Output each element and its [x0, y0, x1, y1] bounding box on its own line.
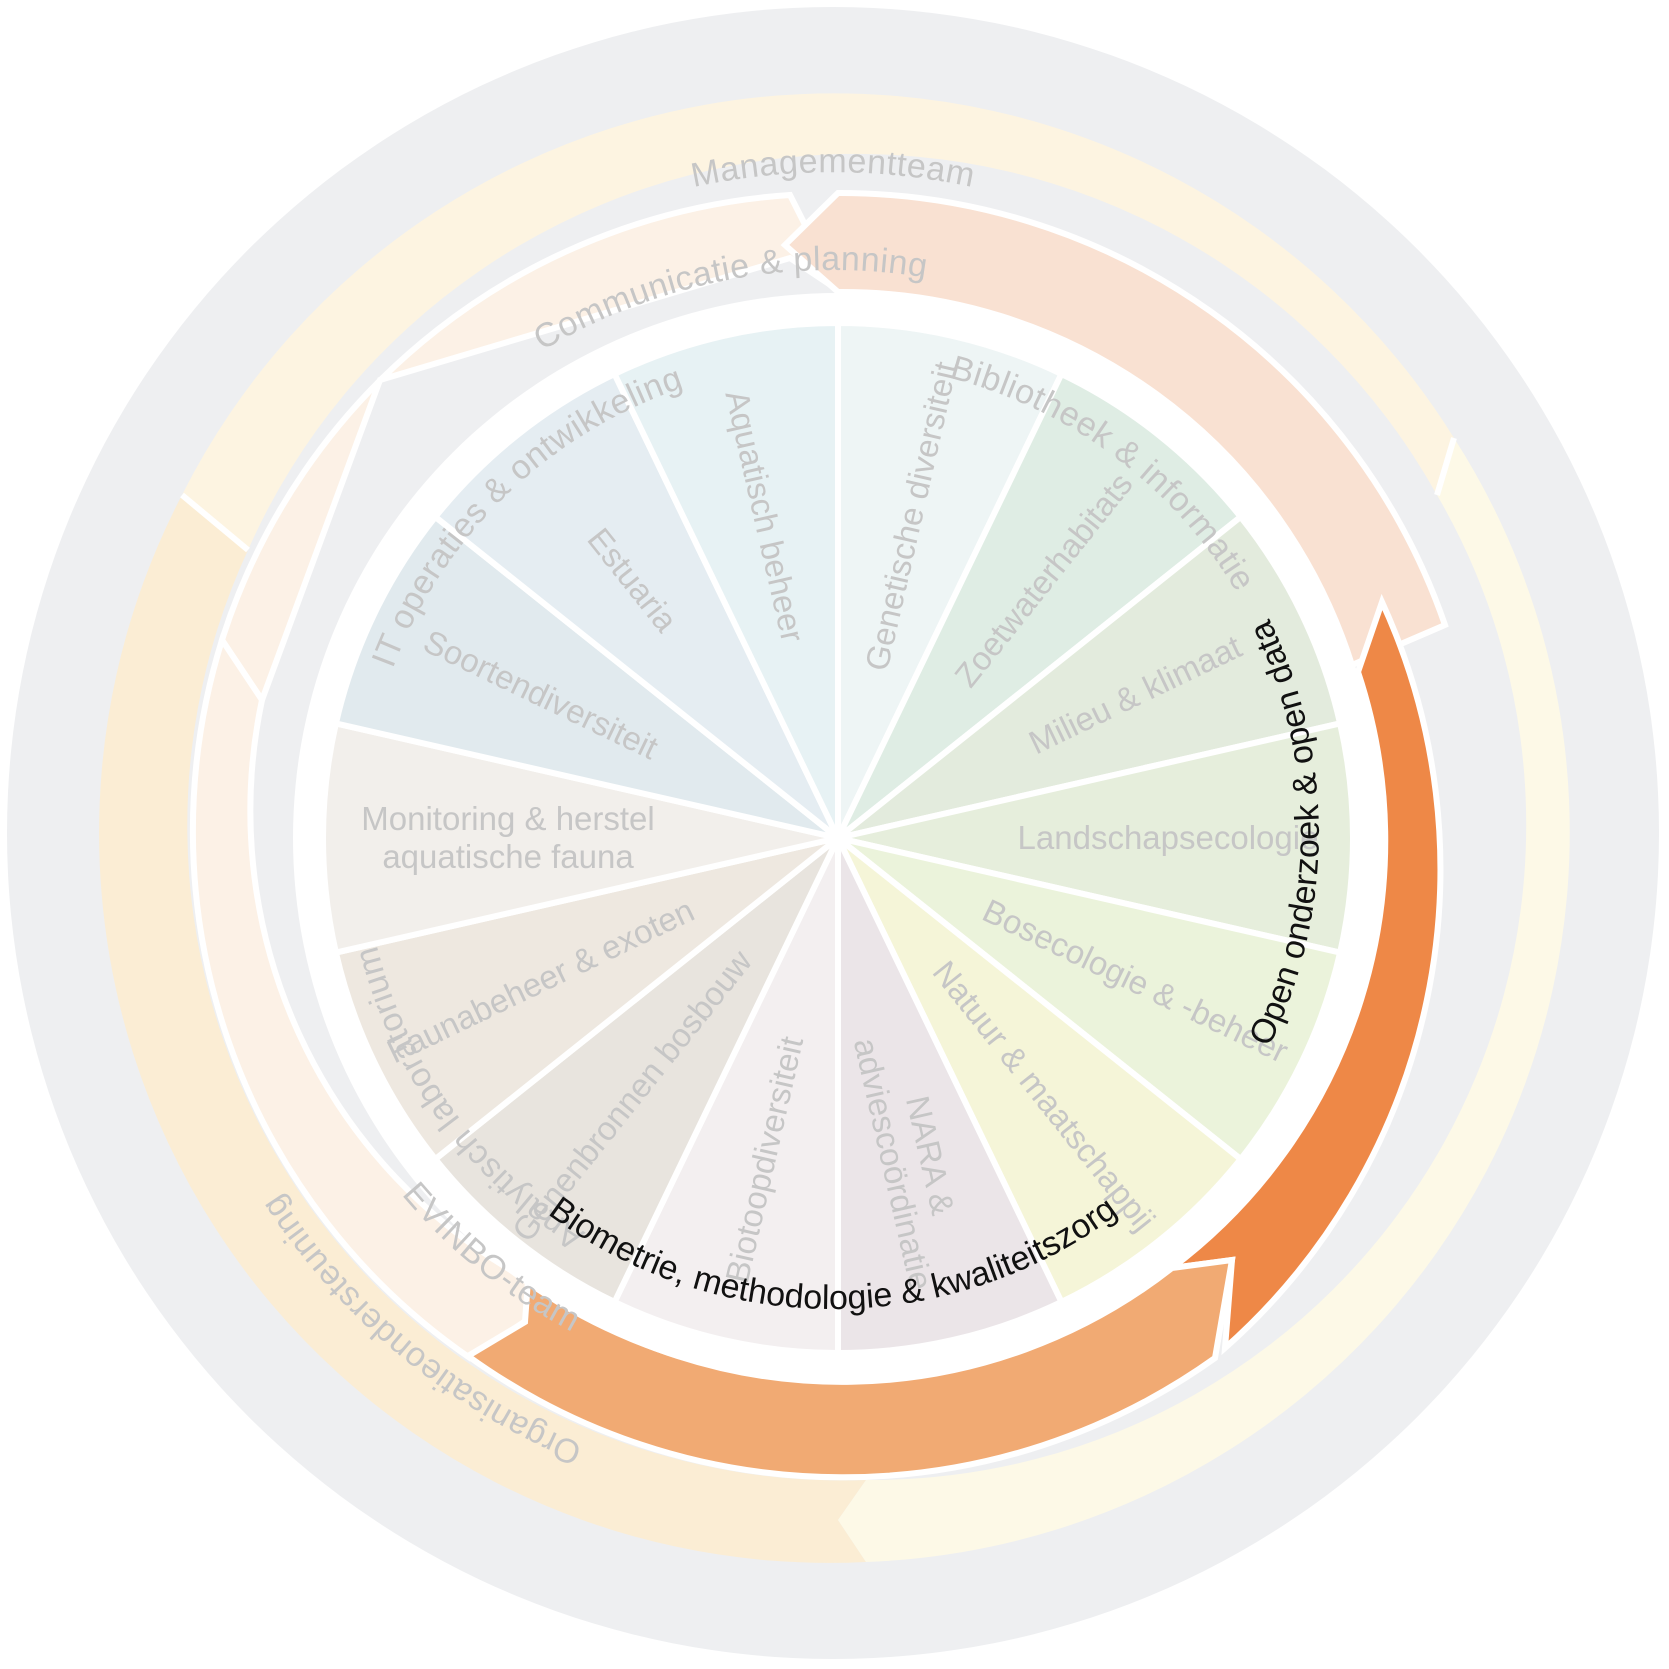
segment-wedge: [332, 512, 840, 841]
segment-wedge: [835, 319, 1066, 840]
segment-wedge: [836, 512, 1344, 841]
organisatieondersteuning-ring: [838, 438, 1570, 1562]
segment-wedge: [610, 319, 841, 840]
ring-separator: [180, 492, 250, 553]
segment-label: Monitoring & herstel aquatische fauna: [361, 800, 654, 875]
segment-wedge: [320, 719, 839, 957]
segment-wedge: [837, 719, 1356, 957]
segment-label: Landschapsecologie: [1018, 819, 1319, 856]
segment-wedge: [431, 835, 841, 1307]
segment-wedge: [835, 835, 1245, 1307]
segment-wedge: [431, 369, 841, 841]
ring-separator: [1434, 437, 1457, 496]
evinbo-team-ring: [99, 495, 867, 1563]
segment-wedge: [835, 369, 1245, 841]
segment-label-line: Monitoring & herstel: [361, 800, 654, 837]
segment-wedge: [610, 836, 841, 1357]
communicatie-planning-ring: [182, 93, 1454, 551]
open-onderzoek-arc: [1161, 593, 1444, 1356]
segment-wedge: [835, 836, 1066, 1357]
it-operaties-arc: [218, 191, 846, 707]
segment-wedges: [320, 319, 1356, 1357]
segment-label-line: aquatische fauna: [382, 838, 634, 875]
segment-label-line: Landschapsecologie: [1018, 819, 1319, 856]
segment-wedge: [332, 835, 840, 1164]
segment-wedge: [836, 835, 1344, 1164]
